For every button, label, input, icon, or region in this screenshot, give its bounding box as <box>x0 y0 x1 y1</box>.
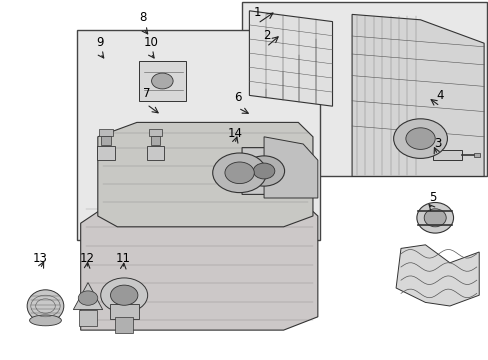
Text: 12: 12 <box>80 252 94 265</box>
Polygon shape <box>242 148 285 194</box>
Polygon shape <box>351 14 483 176</box>
Text: 14: 14 <box>227 127 242 140</box>
Circle shape <box>212 153 266 193</box>
Polygon shape <box>73 283 102 310</box>
Bar <box>109 304 139 319</box>
Ellipse shape <box>30 315 61 326</box>
Bar <box>77 30 320 240</box>
Ellipse shape <box>27 290 63 322</box>
Ellipse shape <box>416 202 453 233</box>
Bar <box>115 317 133 333</box>
Polygon shape <box>395 245 478 306</box>
Ellipse shape <box>424 209 446 227</box>
Bar <box>139 61 185 101</box>
Polygon shape <box>98 122 312 227</box>
Circle shape <box>151 73 173 89</box>
Text: 4: 4 <box>435 89 443 102</box>
Text: 7: 7 <box>142 87 150 100</box>
Bar <box>148 129 162 136</box>
Circle shape <box>78 291 98 305</box>
Bar <box>79 310 97 326</box>
Text: 9: 9 <box>96 36 104 49</box>
Text: 5: 5 <box>428 192 436 204</box>
Circle shape <box>243 156 284 186</box>
Circle shape <box>110 285 138 305</box>
Polygon shape <box>249 11 332 106</box>
Text: 3: 3 <box>433 138 441 150</box>
Bar <box>473 153 479 157</box>
Bar <box>97 146 115 160</box>
Circle shape <box>101 278 147 312</box>
Polygon shape <box>264 137 317 198</box>
Circle shape <box>224 162 254 184</box>
Text: 2: 2 <box>262 30 270 42</box>
Bar <box>432 150 461 160</box>
Bar <box>99 129 113 136</box>
Text: 8: 8 <box>139 11 147 24</box>
Text: 11: 11 <box>116 252 130 265</box>
Bar <box>150 136 160 145</box>
Text: 13: 13 <box>33 252 47 265</box>
Text: 10: 10 <box>143 36 158 49</box>
Bar <box>101 136 111 145</box>
Text: 6: 6 <box>234 91 242 104</box>
Text: 1: 1 <box>253 6 261 19</box>
Polygon shape <box>81 198 317 330</box>
Bar <box>242 2 486 176</box>
Circle shape <box>405 128 434 149</box>
Circle shape <box>253 163 274 179</box>
Bar <box>146 146 164 160</box>
Circle shape <box>393 119 447 158</box>
